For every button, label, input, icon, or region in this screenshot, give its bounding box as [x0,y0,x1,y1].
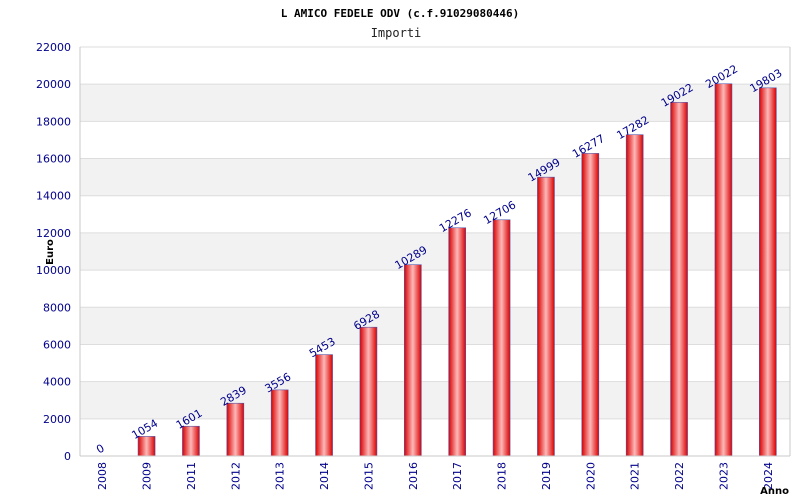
chart-title: L AMICO FEDELE ODV (c.f.91029080446) [281,7,519,20]
x-tick-labels: 2008 2009 2011 2012 2013 2014 2015 2016 2017 2018… [96,462,775,490]
y-tick-labels: 0 2000 4000 6000 8000 10000 12000 14000 16000 180… [36,41,71,463]
x-tick-label: 2024 [762,462,775,490]
bars-group [137,83,777,457]
bar [137,436,156,457]
x-tick-label: 2016 [407,462,420,490]
bar [448,227,466,457]
y-tick-label: 8000 [43,301,71,314]
x-tick-label: 2022 [673,462,686,490]
x-tick-label: 2018 [496,462,509,490]
bar [759,87,777,457]
x-tick-label: 2015 [362,462,375,490]
bar [670,102,688,457]
y-tick-label: 18000 [36,115,71,128]
x-tick-label: 2011 [185,462,198,490]
x-tick-label: 2014 [318,462,331,490]
y-tick-label: 6000 [43,338,71,351]
bar [537,176,555,457]
y-tick-label: 10000 [36,264,71,277]
x-tick-label: 2012 [229,462,242,490]
y-tick-label: 4000 [43,376,71,389]
bar [359,326,378,457]
y-tick-label: 12000 [36,227,71,240]
bar [492,219,511,457]
bar [404,264,422,457]
x-tick-label: 2013 [274,462,287,490]
x-tick-label: 2017 [451,462,464,490]
y-tick-label: 16000 [36,153,71,166]
x-tick-label: 2008 [96,462,109,490]
bar [625,134,644,457]
bar [581,153,600,457]
bar [226,402,245,457]
y-tick-label: 2000 [43,413,71,426]
bar [315,354,333,457]
x-tick-label: 2020 [584,462,597,490]
x-tick-label: 2019 [540,462,553,490]
x-tick-label: 2021 [629,462,642,490]
chart-subtitle: Importi [371,26,422,40]
y-tick-label: 14000 [36,190,71,203]
y-tick-label: 22000 [36,41,71,54]
x-tick-label: 2023 [717,462,730,490]
bar [714,83,733,457]
x-tick-label: 2009 [141,462,154,490]
y-tick-label: 20000 [36,78,71,91]
y-axis-label: Euro [45,239,56,265]
y-tick-label: 0 [64,450,71,463]
bar [182,425,200,457]
axes [79,47,791,457]
bar [270,389,289,457]
x-axis-label: Anno [760,486,789,497]
